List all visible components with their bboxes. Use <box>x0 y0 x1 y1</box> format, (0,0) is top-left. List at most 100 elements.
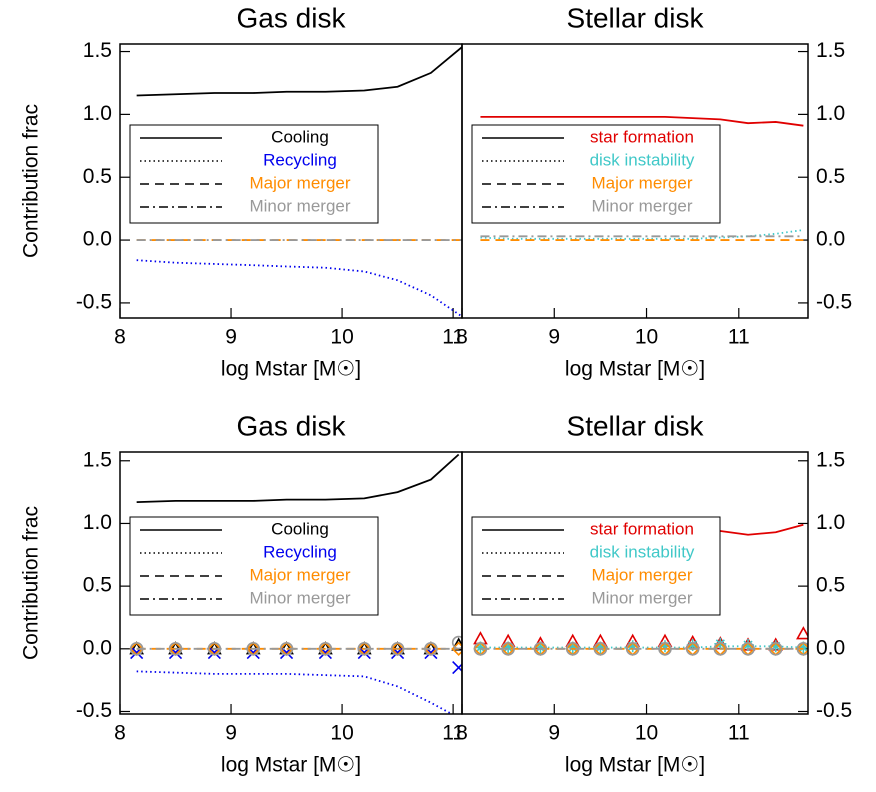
plot-area <box>473 523 808 656</box>
series-line <box>136 259 462 318</box>
panel-title: Stellar disk <box>567 2 705 33</box>
marker <box>658 642 672 656</box>
y-axis-label: Contribution frac <box>20 506 43 660</box>
legend-label: disk instability <box>590 542 695 561</box>
legend-label: Minor merger <box>591 588 692 607</box>
x-tick-label: 10 <box>635 722 658 745</box>
marker <box>318 642 333 656</box>
y-tick-label: 1.5 <box>83 39 112 62</box>
y-tick-label: 0.5 <box>83 165 112 188</box>
marker <box>769 640 782 653</box>
legend-label: Recycling <box>263 150 337 169</box>
marker <box>565 642 580 656</box>
marker <box>424 642 438 656</box>
marker <box>796 642 808 656</box>
plot-area <box>136 45 462 318</box>
marker <box>168 642 183 656</box>
x-tick-label: 10 <box>330 722 353 745</box>
series-line <box>136 453 460 504</box>
marker <box>686 639 699 652</box>
plot-area <box>129 453 462 714</box>
x-tick-label: 9 <box>225 326 237 349</box>
series-line <box>136 45 462 97</box>
legend-label: Major merger <box>249 565 350 584</box>
legend-box <box>129 124 379 224</box>
marker <box>768 642 783 656</box>
y-tick-label: -0.5 <box>76 290 112 313</box>
legend-label: Minor merger <box>591 196 692 215</box>
x-tick-label: 8 <box>456 722 468 745</box>
y-axis-label: Contribution frac <box>20 104 43 258</box>
series-line <box>480 115 804 127</box>
legend-label: Cooling <box>271 519 329 538</box>
panel-frame <box>461 43 809 319</box>
panel-title: Gas disk <box>237 410 347 441</box>
legend-label: Major merger <box>249 173 350 192</box>
legend-label: star formation <box>590 127 694 146</box>
legend-label: Cooling <box>271 127 329 146</box>
marker <box>533 642 548 656</box>
legend-label: Major merger <box>591 565 692 584</box>
x-tick-label: 11 <box>728 722 750 745</box>
y-tick-label: 1.5 <box>816 39 845 62</box>
x-axis-label: log Mstar [M☉] <box>221 358 361 381</box>
x-tick-label: 10 <box>635 326 658 349</box>
marker <box>713 642 728 656</box>
y-tick-label: 0.0 <box>83 636 112 659</box>
x-tick-label: 11 <box>442 722 464 745</box>
x-tick-label: 8 <box>114 326 126 349</box>
series-line <box>136 670 454 714</box>
x-axis-label: log Mstar [M☉] <box>565 358 705 381</box>
legend-label: Minor merger <box>249 588 350 607</box>
marker <box>279 642 294 656</box>
legend-label: Recycling <box>263 542 337 561</box>
x-tick-label: 8 <box>456 326 468 349</box>
legend-box <box>471 124 721 224</box>
legend-label: Minor merger <box>249 196 350 215</box>
legend-label: star formation <box>590 519 694 538</box>
marker <box>797 641 808 654</box>
marker <box>685 642 700 656</box>
legend-label: disk instability <box>590 150 695 169</box>
y-tick-label: 0.0 <box>816 636 845 659</box>
x-tick-label: 9 <box>225 722 237 745</box>
series-line <box>480 645 804 649</box>
y-tick-label: 0.5 <box>83 574 112 597</box>
y-tick-label: 1.0 <box>83 511 112 534</box>
marker <box>390 642 405 656</box>
marker <box>451 635 462 650</box>
x-axis-label: log Mstar [M☉] <box>565 754 705 777</box>
marker <box>474 641 487 654</box>
marker <box>742 639 755 652</box>
marker <box>796 626 808 640</box>
marker <box>593 642 608 656</box>
legend-box <box>129 516 379 616</box>
series-line <box>480 229 804 240</box>
legend-box <box>471 516 721 616</box>
x-tick-label: 9 <box>548 326 560 349</box>
x-tick-label: 8 <box>114 722 126 745</box>
y-tick-label: 0.5 <box>816 165 845 188</box>
x-tick-label: 10 <box>330 326 353 349</box>
y-tick-label: 1.0 <box>816 102 845 125</box>
panel-frame <box>461 451 809 715</box>
marker <box>452 661 462 675</box>
y-tick-label: -0.5 <box>816 699 852 722</box>
x-axis-label: log Mstar [M☉] <box>221 754 361 777</box>
plot-area <box>480 115 804 241</box>
y-tick-label: 0.5 <box>816 574 845 597</box>
y-tick-label: 1.5 <box>83 448 112 471</box>
panel-title: Gas disk <box>237 2 347 33</box>
marker <box>129 642 144 656</box>
y-tick-label: 1.0 <box>816 511 845 534</box>
x-tick-label: 11 <box>728 326 750 349</box>
marker <box>502 641 515 654</box>
marker <box>626 640 639 653</box>
marker <box>658 640 671 653</box>
marker <box>566 641 579 654</box>
y-tick-label: 0.0 <box>83 228 112 251</box>
x-tick-label: 11 <box>442 326 464 349</box>
marker <box>473 642 488 656</box>
y-tick-label: -0.5 <box>816 290 852 313</box>
